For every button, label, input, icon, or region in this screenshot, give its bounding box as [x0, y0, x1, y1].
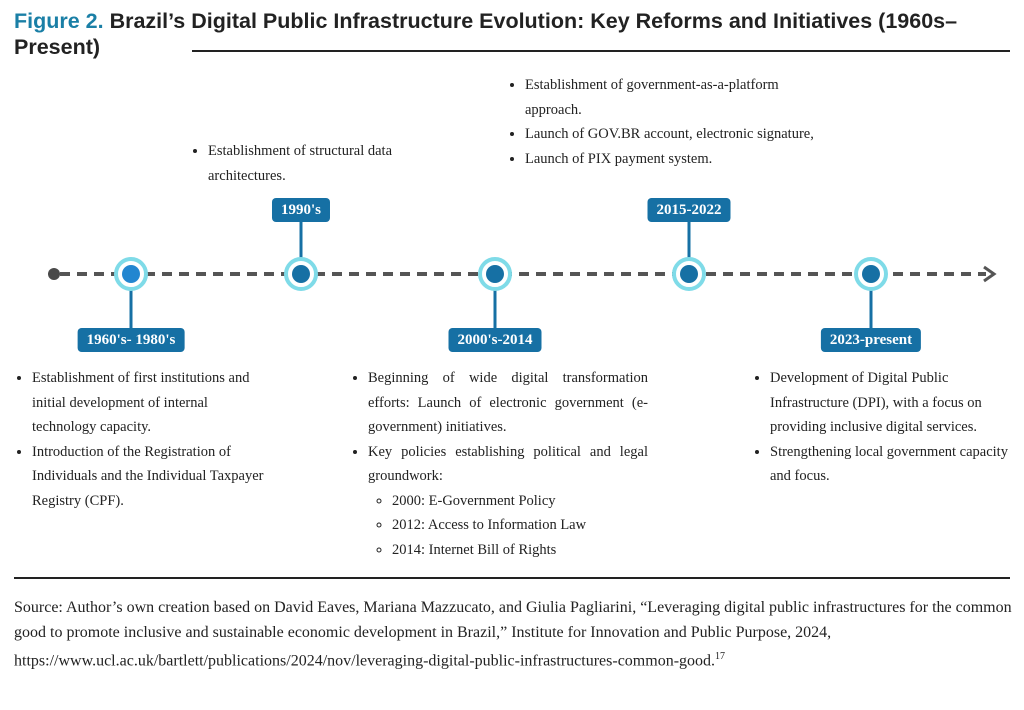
timeline-node-4	[672, 257, 706, 291]
timeline-start-dot	[48, 268, 60, 280]
arrow-head-icon	[983, 265, 997, 283]
bullet-item: Key policies establishing political and …	[368, 440, 648, 489]
timeline-node-3	[478, 257, 512, 291]
period-tag-1: 1960's- 1980's	[77, 328, 185, 352]
timeline-node-5	[854, 257, 888, 291]
period-3-description: Beginning of wide digital transformation…	[350, 366, 648, 562]
period-tag-2: 1990's	[271, 198, 331, 222]
period-1-description: Establishment of first institutions and …	[14, 366, 264, 513]
stem-1	[129, 288, 133, 330]
bullet-item: Establishment of structural data archite…	[208, 139, 450, 188]
timeline-node-2	[284, 257, 318, 291]
period-tag-4: 2015-2022	[647, 198, 731, 222]
source-text: Source: Author’s own creation based on D…	[14, 599, 1012, 670]
stem-2	[299, 220, 303, 262]
stem-4	[687, 220, 691, 262]
bullet-item: Launch of PIX payment system.	[525, 147, 827, 172]
bullet-item: Beginning of wide digital transformation…	[368, 366, 648, 440]
period-2-description: Establishment of structural data archite…	[190, 139, 450, 188]
bullet-item: Strengthening local government capacity …	[770, 440, 1014, 489]
source-note: Source: Author’s own creation based on D…	[14, 596, 1014, 674]
figure-title-text: Brazil’s Digital Public Infrastructure E…	[14, 9, 958, 59]
sub-bullet-item: 2000: E-Government Policy	[392, 489, 648, 514]
stem-3	[493, 288, 497, 330]
bullet-item: Establishment of first institutions and …	[32, 366, 264, 440]
period-5-description: Development of Digital Public Infrastruc…	[752, 366, 1014, 489]
footnote-marker: 17	[715, 651, 726, 662]
timeline-axis	[48, 265, 997, 283]
bullet-item: Launch of GOV.BR account, electronic sig…	[525, 122, 827, 147]
bullet-item: Establishment of government-as-a-platfor…	[525, 73, 815, 122]
sub-bullet-item: 2014: Internet Bill of Rights	[392, 538, 648, 563]
source-divider	[14, 577, 1010, 579]
period-4-description: Establishment of government-as-a-platfor…	[507, 73, 827, 171]
sub-bullet-item: 2012: Access to Information Law	[392, 513, 648, 538]
stem-5	[869, 288, 873, 330]
figure-title: Figure 2. Brazil’s Digital Public Infras…	[14, 8, 1014, 60]
timeline-node-1	[114, 257, 148, 291]
period-tag-3: 2000's-2014	[448, 328, 542, 352]
title-rule	[192, 50, 1010, 52]
period-tag-5: 2023-present	[820, 328, 922, 352]
bullet-item: Introduction of the Registration of Indi…	[32, 440, 264, 514]
bullet-item: Development of Digital Public Infrastruc…	[770, 366, 1014, 440]
figure-label: Figure 2.	[14, 9, 104, 33]
